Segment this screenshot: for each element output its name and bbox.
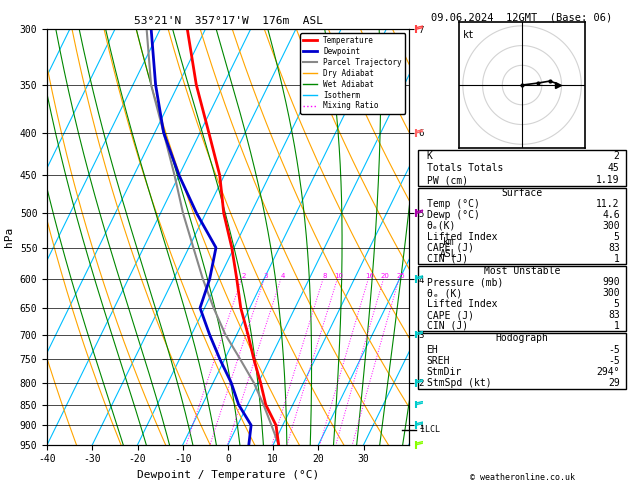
Text: 990: 990 <box>602 277 620 287</box>
Text: Most Unstable: Most Unstable <box>484 266 560 277</box>
Text: StmDir: StmDir <box>426 367 462 377</box>
Title: 53°21'N  357°17'W  176m  ASL: 53°21'N 357°17'W 176m ASL <box>133 16 323 26</box>
Text: 20: 20 <box>381 273 390 279</box>
Text: 4.6: 4.6 <box>602 210 620 220</box>
Text: Hodograph: Hodograph <box>496 333 548 344</box>
Text: CAPE (J): CAPE (J) <box>426 243 474 253</box>
Text: CAPE (J): CAPE (J) <box>426 310 474 320</box>
Text: 1: 1 <box>614 321 620 331</box>
Text: 5: 5 <box>614 232 620 242</box>
Text: 8: 8 <box>323 273 327 279</box>
Y-axis label: km
ASL: km ASL <box>440 237 458 259</box>
Text: © weatheronline.co.uk: © weatheronline.co.uk <box>470 473 574 482</box>
Text: Lifted Index: Lifted Index <box>426 232 497 242</box>
Text: 83: 83 <box>608 310 620 320</box>
Text: kt: kt <box>463 30 475 40</box>
Text: 2: 2 <box>614 151 620 161</box>
Text: 1LCL: 1LCL <box>420 425 440 434</box>
Text: 300: 300 <box>602 288 620 298</box>
Text: Dewp (°C): Dewp (°C) <box>426 210 479 220</box>
Text: CIN (J): CIN (J) <box>426 254 468 264</box>
Text: 11.2: 11.2 <box>596 199 620 209</box>
Y-axis label: hPa: hPa <box>4 227 14 247</box>
Text: 10: 10 <box>335 273 343 279</box>
Text: StmSpd (kt): StmSpd (kt) <box>426 378 491 388</box>
Text: θₑ (K): θₑ (K) <box>426 288 462 298</box>
Text: Temp (°C): Temp (°C) <box>426 199 479 209</box>
Text: 3: 3 <box>264 273 269 279</box>
Text: PW (cm): PW (cm) <box>426 175 468 185</box>
Text: K: K <box>426 151 433 161</box>
X-axis label: Dewpoint / Temperature (°C): Dewpoint / Temperature (°C) <box>137 470 319 480</box>
Text: 16: 16 <box>365 273 374 279</box>
Text: 1: 1 <box>614 254 620 264</box>
Text: θₑ(K): θₑ(K) <box>426 221 456 231</box>
Text: -5: -5 <box>608 356 620 366</box>
Text: 83: 83 <box>608 243 620 253</box>
Text: Totals Totals: Totals Totals <box>426 163 503 173</box>
Text: 4: 4 <box>281 273 285 279</box>
Text: EH: EH <box>426 345 438 355</box>
Text: -5: -5 <box>608 345 620 355</box>
Text: SREH: SREH <box>426 356 450 366</box>
Text: 25: 25 <box>396 273 405 279</box>
Legend: Temperature, Dewpoint, Parcel Trajectory, Dry Adiabat, Wet Adiabat, Isotherm, Mi: Temperature, Dewpoint, Parcel Trajectory… <box>301 33 405 114</box>
Text: 5: 5 <box>614 299 620 309</box>
Text: 29: 29 <box>608 378 620 388</box>
Text: Surface: Surface <box>501 188 543 198</box>
Text: 1.19: 1.19 <box>596 175 620 185</box>
Text: CIN (J): CIN (J) <box>426 321 468 331</box>
Text: Lifted Index: Lifted Index <box>426 299 497 309</box>
Text: Pressure (mb): Pressure (mb) <box>426 277 503 287</box>
Text: 45: 45 <box>608 163 620 173</box>
Text: 300: 300 <box>602 221 620 231</box>
Text: 2: 2 <box>242 273 246 279</box>
Text: 294°: 294° <box>596 367 620 377</box>
Text: 09.06.2024  12GMT  (Base: 06): 09.06.2024 12GMT (Base: 06) <box>431 12 613 22</box>
